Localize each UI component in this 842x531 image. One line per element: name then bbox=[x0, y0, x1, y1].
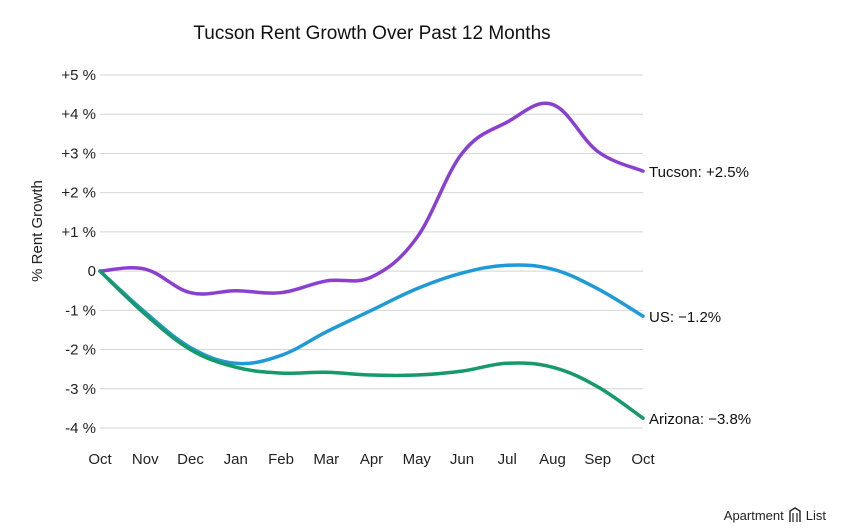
x-tick-label: Dec bbox=[177, 451, 204, 468]
y-tick-label: 0 bbox=[88, 263, 96, 280]
building-icon bbox=[789, 507, 801, 522]
x-tick-label: Apr bbox=[360, 451, 383, 468]
series-line-tucson bbox=[98, 101, 645, 296]
y-tick-label: +4 % bbox=[61, 106, 96, 123]
y-tick-label: -4 % bbox=[65, 420, 96, 437]
y-axis-label: % Rent Growth bbox=[29, 180, 46, 282]
logo-text: Apartment bbox=[723, 507, 784, 523]
y-tick-label: +5 % bbox=[61, 67, 96, 84]
end-label-tucson: Tucson: +2.5% bbox=[649, 164, 749, 181]
y-tick-label: +1 % bbox=[61, 224, 96, 241]
logo-text-2: List bbox=[805, 507, 826, 523]
chart-title: Tucson Rent Growth Over Past 12 Months bbox=[193, 23, 550, 44]
x-tick-label: Oct bbox=[631, 451, 655, 468]
y-tick-label: +3 % bbox=[61, 145, 96, 162]
y-tick-label: -1 % bbox=[65, 302, 96, 319]
x-tick-label: Jul bbox=[498, 451, 517, 468]
series-line-us bbox=[98, 263, 645, 366]
x-tick-label: Feb bbox=[268, 451, 294, 468]
y-tick-label: -3 % bbox=[65, 381, 96, 398]
x-tick-label: May bbox=[403, 451, 432, 468]
end-label-us: US: −1.2% bbox=[649, 309, 721, 326]
x-tick-label: Aug bbox=[539, 451, 566, 468]
end-label-arizona: Arizona: −3.8% bbox=[649, 411, 751, 428]
gridlines bbox=[100, 74, 643, 429]
y-tick-labels: +5 % +4 % +3 % +2 % +1 % 0 -1 % -2 % -3 % -4 % bbox=[61, 67, 96, 437]
x-tick-labels: Oct Nov Dec Jan Feb Mar Apr May Jun Jul Aug Sep Oct bbox=[88, 451, 655, 468]
x-tick-label: Nov bbox=[132, 451, 159, 468]
series-end-labels: Tucson: +2.5% US: −1.2% Arizona: −3.8% bbox=[649, 164, 751, 428]
series-line-arizona bbox=[98, 269, 645, 420]
x-tick-label: Jun bbox=[450, 451, 474, 468]
y-tick-label: +2 % bbox=[61, 185, 96, 202]
apartment-list-logo: Apartment List bbox=[724, 507, 826, 523]
x-tick-label: Oct bbox=[88, 451, 112, 468]
x-tick-label: Jan bbox=[224, 451, 248, 468]
x-tick-label: Sep bbox=[584, 451, 611, 468]
series-lines bbox=[98, 101, 645, 420]
y-tick-label: -2 % bbox=[65, 342, 96, 359]
x-tick-label: Mar bbox=[313, 451, 339, 468]
